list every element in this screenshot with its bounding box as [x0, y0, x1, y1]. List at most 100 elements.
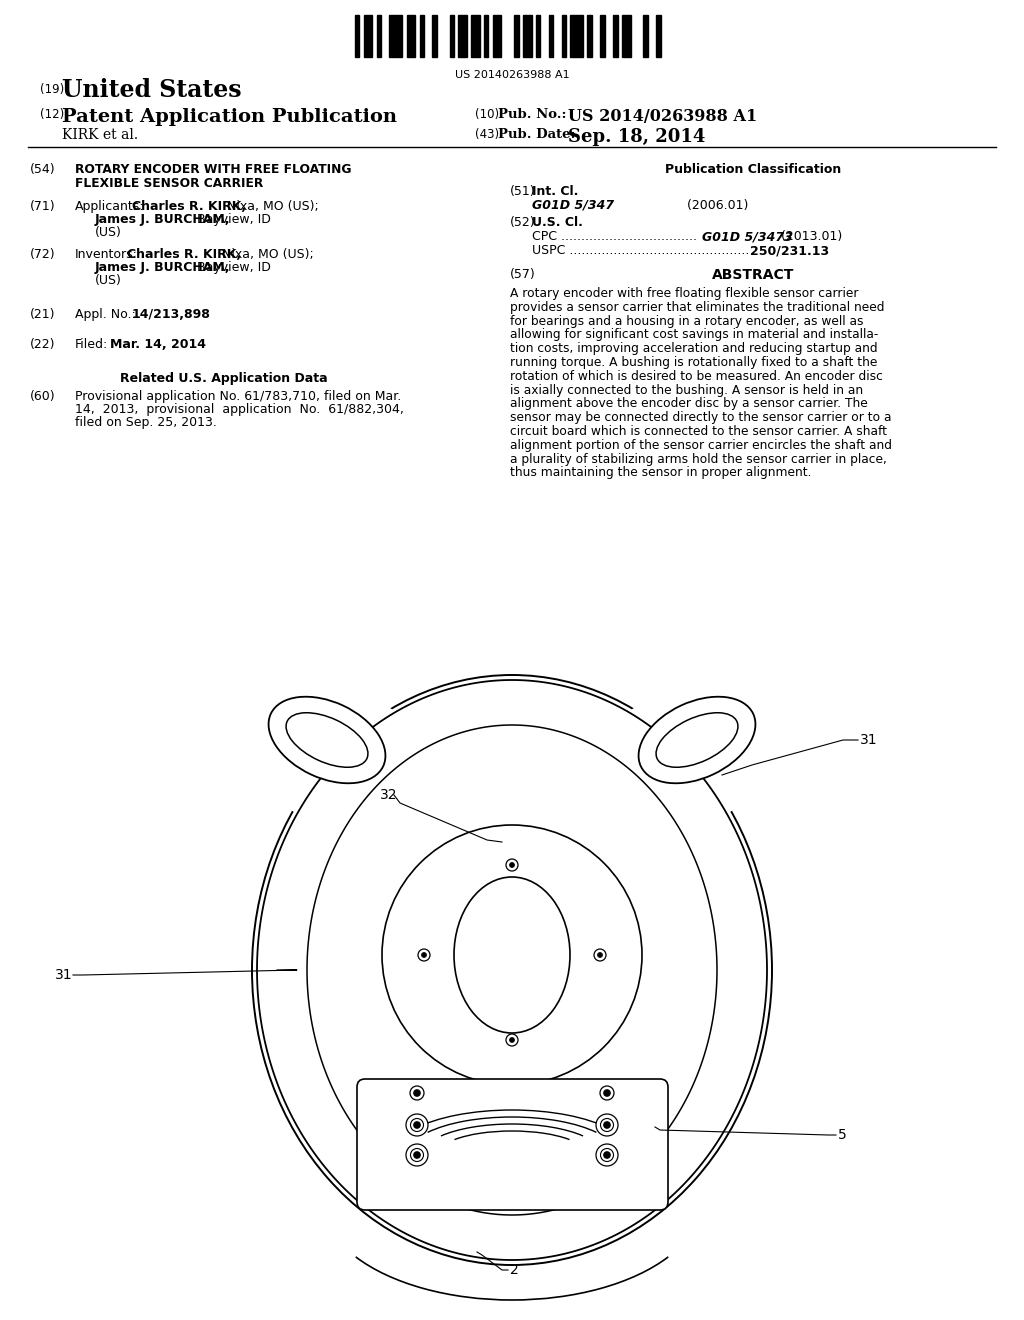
- Text: allowing for significant cost savings in material and installa-: allowing for significant cost savings in…: [510, 329, 879, 342]
- Text: Provisional application No. 61/783,710, filed on Mar.: Provisional application No. 61/783,710, …: [75, 389, 401, 403]
- Text: Nixa, MO (US);: Nixa, MO (US);: [223, 201, 318, 213]
- Text: (2006.01): (2006.01): [647, 199, 749, 213]
- Polygon shape: [257, 680, 767, 1261]
- Text: rotation of which is desired to be measured. An encoder disc: rotation of which is desired to be measu…: [510, 370, 883, 383]
- Bar: [407, 15, 416, 57]
- Text: KIRK et al.: KIRK et al.: [62, 128, 138, 143]
- Text: Related U.S. Application Data: Related U.S. Application Data: [120, 372, 328, 385]
- Circle shape: [596, 1114, 618, 1137]
- Text: Bayview, ID: Bayview, ID: [193, 213, 271, 226]
- Text: U.S. Cl.: U.S. Cl.: [532, 216, 583, 228]
- Text: Nixa, MO (US);: Nixa, MO (US);: [218, 248, 313, 261]
- Text: (54): (54): [30, 162, 55, 176]
- Ellipse shape: [268, 697, 385, 783]
- Ellipse shape: [639, 697, 756, 783]
- Bar: [600, 15, 605, 57]
- Text: running torque. A bushing is rotationally fixed to a shaft the: running torque. A bushing is rotationall…: [510, 356, 878, 370]
- Circle shape: [510, 862, 514, 867]
- Bar: [588, 15, 592, 57]
- Text: Pub. No.:: Pub. No.:: [498, 108, 566, 121]
- Circle shape: [600, 1118, 613, 1131]
- Text: (60): (60): [30, 389, 55, 403]
- Bar: [389, 15, 402, 57]
- Circle shape: [597, 953, 602, 957]
- Text: 14,  2013,  provisional  application  No.  61/882,304,: 14, 2013, provisional application No. 61…: [75, 403, 403, 416]
- Text: (51): (51): [510, 185, 536, 198]
- Circle shape: [414, 1152, 420, 1158]
- Text: (22): (22): [30, 338, 55, 351]
- Ellipse shape: [286, 713, 368, 767]
- Text: Publication Classification: Publication Classification: [665, 162, 841, 176]
- Bar: [450, 15, 454, 57]
- Text: sensor may be connected directly to the sensor carrier or to a: sensor may be connected directly to the …: [510, 412, 892, 424]
- Text: provides a sensor carrier that eliminates the traditional need: provides a sensor carrier that eliminate…: [510, 301, 885, 314]
- Text: FLEXIBLE SENSOR CARRIER: FLEXIBLE SENSOR CARRIER: [75, 177, 263, 190]
- Text: Pub. Date:: Pub. Date:: [498, 128, 575, 141]
- Circle shape: [414, 1122, 420, 1129]
- Text: G01D 5/347: G01D 5/347: [532, 199, 614, 213]
- Polygon shape: [307, 725, 717, 1214]
- Circle shape: [406, 1144, 428, 1166]
- Text: G01D 5/3473: G01D 5/3473: [702, 230, 793, 243]
- Text: 31: 31: [55, 968, 73, 982]
- Ellipse shape: [454, 876, 570, 1034]
- Circle shape: [410, 1086, 424, 1100]
- Circle shape: [406, 1114, 428, 1137]
- Bar: [364, 15, 372, 57]
- Circle shape: [600, 1148, 613, 1162]
- Circle shape: [596, 1144, 618, 1166]
- Bar: [471, 15, 480, 57]
- Circle shape: [422, 953, 427, 957]
- Text: Charles R. KIRK,: Charles R. KIRK,: [127, 248, 241, 261]
- Text: for bearings and a housing in a rotary encoder, as well as: for bearings and a housing in a rotary e…: [510, 314, 863, 327]
- Text: Bayview, ID: Bayview, ID: [193, 261, 271, 275]
- Text: Inventors:: Inventors:: [75, 248, 138, 261]
- Text: 14/213,898: 14/213,898: [132, 308, 211, 321]
- Bar: [549, 15, 553, 57]
- Circle shape: [506, 859, 518, 871]
- Text: ABSTRACT: ABSTRACT: [712, 268, 795, 282]
- Text: tion costs, improving acceleration and reducing startup and: tion costs, improving acceleration and r…: [510, 342, 878, 355]
- Ellipse shape: [262, 696, 422, 825]
- Text: (2013.01): (2013.01): [777, 230, 843, 243]
- Circle shape: [418, 949, 430, 961]
- Bar: [514, 15, 518, 57]
- Text: US 2014/0263988 A1: US 2014/0263988 A1: [568, 108, 758, 125]
- Circle shape: [382, 825, 642, 1085]
- Text: 5: 5: [838, 1129, 847, 1142]
- Bar: [656, 15, 660, 57]
- Bar: [493, 15, 502, 57]
- Text: a plurality of stabilizing arms hold the sensor carrier in place,: a plurality of stabilizing arms hold the…: [510, 453, 887, 466]
- Text: USPC .............................................: USPC ...................................…: [532, 244, 750, 257]
- Bar: [432, 15, 437, 57]
- Circle shape: [506, 1034, 518, 1045]
- Text: Sep. 18, 2014: Sep. 18, 2014: [568, 128, 706, 147]
- Text: (52): (52): [510, 216, 536, 228]
- Text: Mar. 14, 2014: Mar. 14, 2014: [110, 338, 206, 351]
- Text: James J. BURCHAM,: James J. BURCHAM,: [95, 213, 230, 226]
- Bar: [613, 15, 617, 57]
- Bar: [523, 15, 531, 57]
- Circle shape: [604, 1090, 610, 1096]
- Ellipse shape: [602, 696, 762, 825]
- Ellipse shape: [656, 713, 738, 767]
- Text: 2: 2: [510, 1263, 519, 1276]
- Text: James J. BURCHAM,: James J. BURCHAM,: [95, 261, 230, 275]
- Text: circuit board which is connected to the sensor carrier. A shaft: circuit board which is connected to the …: [510, 425, 887, 438]
- Text: (US): (US): [95, 275, 122, 286]
- Bar: [570, 15, 584, 57]
- Bar: [377, 15, 381, 57]
- Circle shape: [411, 1148, 424, 1162]
- Circle shape: [604, 1122, 610, 1129]
- Text: 31: 31: [860, 733, 878, 747]
- Text: Int. Cl.: Int. Cl.: [532, 185, 579, 198]
- Bar: [484, 15, 488, 57]
- Text: (10): (10): [475, 108, 499, 121]
- Circle shape: [510, 1038, 514, 1043]
- Circle shape: [604, 1152, 610, 1158]
- Ellipse shape: [252, 675, 772, 1265]
- Text: filed on Sep. 25, 2013.: filed on Sep. 25, 2013.: [75, 416, 217, 429]
- Text: Filed:: Filed:: [75, 338, 109, 351]
- Circle shape: [414, 1090, 420, 1096]
- Text: thus maintaining the sensor in proper alignment.: thus maintaining the sensor in proper al…: [510, 466, 811, 479]
